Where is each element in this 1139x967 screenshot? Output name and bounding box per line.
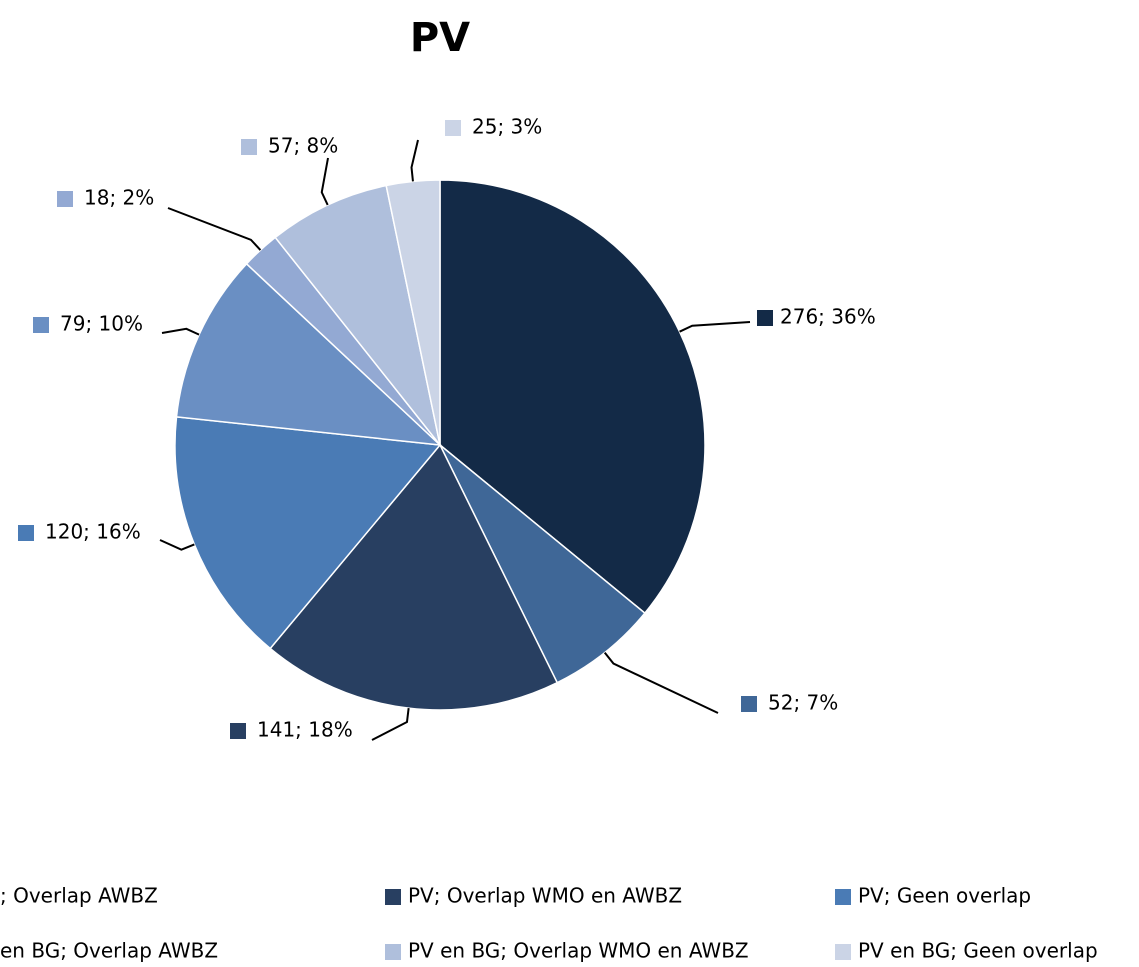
leader-line bbox=[161, 327, 200, 336]
leader-line bbox=[679, 321, 751, 333]
data-label: 120; 16% bbox=[45, 520, 141, 544]
legend-swatch bbox=[835, 889, 851, 905]
label-swatch bbox=[57, 191, 73, 207]
label-swatch bbox=[241, 139, 257, 155]
label-swatch bbox=[33, 317, 49, 333]
leader-line bbox=[371, 708, 410, 741]
pie-slice bbox=[385, 179, 441, 446]
leader-line bbox=[603, 651, 719, 714]
pie-slice bbox=[269, 443, 559, 711]
label-swatch bbox=[445, 120, 461, 136]
label-swatch bbox=[757, 310, 773, 326]
pie-slice bbox=[439, 179, 706, 615]
legend-swatch bbox=[835, 944, 851, 960]
label-swatch bbox=[230, 723, 246, 739]
leader-line bbox=[167, 207, 262, 251]
legend-label: PV en BG; Geen overlap bbox=[858, 939, 1098, 963]
label-swatch bbox=[741, 696, 757, 712]
legend-label: en BG; Overlap AWBZ bbox=[0, 939, 218, 963]
legend-label: ; Overlap AWBZ bbox=[0, 884, 158, 908]
legend-label: PV en BG; Overlap WMO en AWBZ bbox=[408, 939, 749, 963]
data-label: 276; 36% bbox=[780, 305, 876, 329]
legend-label: PV; Overlap WMO en AWBZ bbox=[408, 884, 682, 908]
label-swatch bbox=[18, 525, 34, 541]
data-label: 25; 3% bbox=[472, 115, 542, 139]
legend-swatch bbox=[385, 944, 401, 960]
data-label: 57; 8% bbox=[268, 134, 338, 158]
legend-label: PV; Geen overlap bbox=[858, 884, 1031, 908]
data-label: 79; 10% bbox=[60, 312, 143, 336]
pie-slice bbox=[439, 444, 646, 684]
data-label: 52; 7% bbox=[768, 691, 838, 715]
leader-line bbox=[159, 539, 195, 551]
chart-title: PV bbox=[410, 15, 470, 61]
leader-line bbox=[410, 139, 419, 182]
pie-slice bbox=[175, 262, 443, 446]
legend-swatch bbox=[385, 889, 401, 905]
pie-slice bbox=[274, 184, 441, 446]
leader-line bbox=[320, 157, 329, 206]
data-label: 18; 2% bbox=[84, 186, 154, 210]
data-label: 141; 18% bbox=[257, 718, 353, 742]
